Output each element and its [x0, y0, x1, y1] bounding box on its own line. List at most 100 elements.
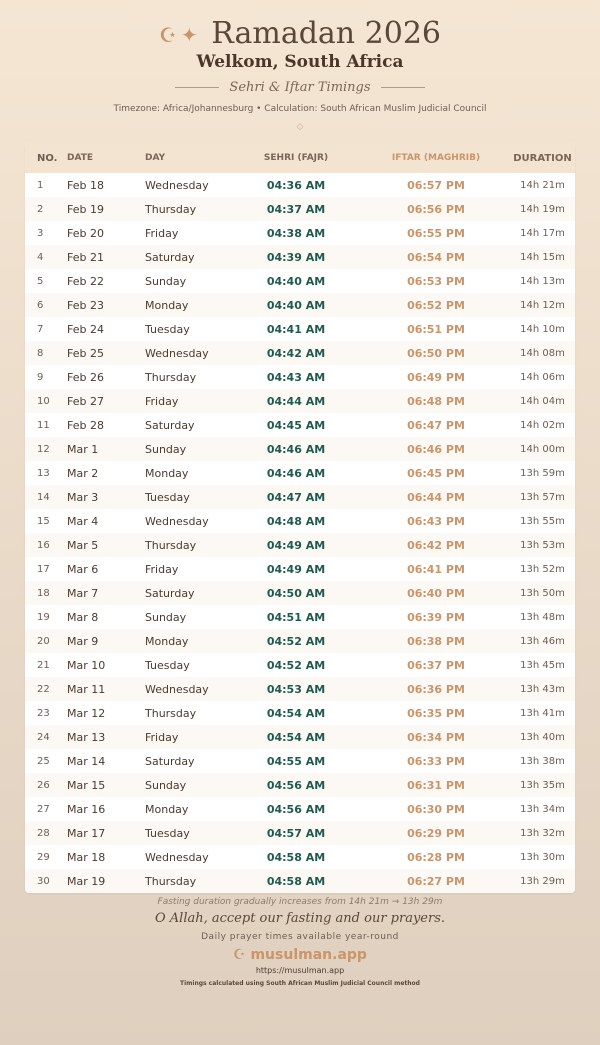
- iftar-time: 06:50 PM: [407, 346, 465, 360]
- day-number: 1: [37, 179, 44, 191]
- table-row: 16 Mar 5 Thursday 04:49 AM 06:42 PM 13h 53m: [25, 533, 575, 557]
- subtitle: Sehri & Iftar Timings: [0, 79, 600, 97]
- date: Mar 4: [67, 514, 99, 528]
- day-number: 8: [37, 347, 44, 359]
- table-row: 5 Feb 22 Sunday 04:40 AM 06:53 PM 14h 13m: [25, 269, 575, 293]
- table-row: 25 Mar 14 Saturday 04:55 AM 06:33 PM 13h 38m: [25, 749, 575, 773]
- duration: 13h 43m: [520, 683, 565, 695]
- iftar-time: 06:47 PM: [407, 418, 465, 432]
- duration: 13h 46m: [520, 635, 565, 647]
- iftar-time: 06:37 PM: [407, 658, 465, 672]
- sehri-time: 04:44 AM: [266, 394, 326, 408]
- weekday: Monday: [145, 802, 189, 816]
- divider: [380, 87, 425, 88]
- day-number: 15: [37, 515, 50, 527]
- day-number: 21: [37, 659, 50, 671]
- weekday: Friday: [145, 226, 179, 240]
- iftar-time: 06:33 PM: [407, 754, 465, 768]
- sehri-time: 04:50 AM: [266, 586, 326, 600]
- day-number: 5: [37, 275, 44, 287]
- iftar-time: 06:35 PM: [407, 706, 465, 720]
- iftar-time: 06:39 PM: [407, 610, 465, 624]
- sehri-time: 04:57 AM: [266, 826, 326, 840]
- weekday: Sunday: [145, 274, 187, 288]
- weekday: Tuesday: [145, 490, 190, 504]
- weekday: Wednesday: [145, 178, 209, 192]
- sehri-time: 04:46 AM: [266, 466, 326, 480]
- day-number: 14: [37, 491, 50, 503]
- sehri-time: 04:45 AM: [266, 418, 326, 432]
- duration: 13h 32m: [520, 827, 565, 839]
- table-row: 21 Mar 10 Tuesday 04:52 AM 06:37 PM 13h 45m: [25, 653, 575, 677]
- weekday: Wednesday: [145, 850, 209, 864]
- table-row: 18 Mar 7 Saturday 04:50 AM 06:40 PM 13h 50m: [25, 581, 575, 605]
- sehri-time: 04:40 AM: [266, 298, 326, 312]
- table-header: NO. DATE DAY SEHRI (FAJR) IFTAR (MAGHRIB…: [25, 143, 575, 173]
- table-row: 12 Mar 1 Sunday 04:46 AM 06:46 PM 14h 00m: [25, 437, 575, 461]
- date: Mar 6: [67, 562, 99, 576]
- duration: 14h 21m: [520, 179, 565, 191]
- sehri-time: 04:54 AM: [266, 730, 326, 744]
- iftar-time: 06:45 PM: [407, 466, 465, 480]
- date: Mar 1: [67, 442, 99, 456]
- weekday: Tuesday: [145, 322, 190, 336]
- day-number: 22: [37, 683, 50, 695]
- weekday: Thursday: [145, 874, 197, 888]
- duration: 14h 17m: [520, 227, 565, 239]
- iftar-time: 06:49 PM: [407, 370, 465, 384]
- duration: 13h 52m: [520, 563, 565, 575]
- column-header: SEHRI (FAJR): [263, 153, 329, 163]
- sehri-time: 04:56 AM: [266, 778, 326, 792]
- weekday: Sunday: [145, 778, 187, 792]
- duration: 13h 38m: [520, 755, 565, 767]
- day-number: 10: [37, 395, 50, 407]
- weekday: Friday: [145, 394, 179, 408]
- date: Feb 25: [67, 346, 104, 360]
- table-row: 27 Mar 16 Monday 04:56 AM 06:30 PM 13h 34m: [25, 797, 575, 821]
- iftar-time: 06:38 PM: [407, 634, 465, 648]
- weekday: Friday: [145, 730, 179, 744]
- table-row: 30 Mar 19 Thursday 04:58 AM 06:27 PM 13h 29m: [25, 869, 575, 893]
- sehri-time: 04:41 AM: [266, 322, 326, 336]
- weekday: Thursday: [145, 706, 197, 720]
- date: Mar 14: [67, 754, 106, 768]
- duration: 14h 04m: [520, 395, 565, 407]
- weekday: Friday: [145, 562, 179, 576]
- day-number: 26: [37, 779, 50, 791]
- column-header: DAY: [145, 153, 166, 163]
- sehri-time: 04:48 AM: [266, 514, 326, 528]
- table-row: 20 Mar 9 Monday 04:52 AM 06:38 PM 13h 46m: [25, 629, 575, 653]
- column-header: IFTAR (MAGHRIB): [391, 153, 481, 163]
- weekday: Tuesday: [145, 826, 190, 840]
- day-number: 16: [37, 539, 50, 551]
- sehri-time: 04:43 AM: [266, 370, 326, 384]
- iftar-time: 06:42 PM: [407, 538, 465, 552]
- day-number: 20: [37, 635, 50, 647]
- column-header: DURATION: [513, 152, 572, 164]
- weekday: Thursday: [145, 538, 197, 552]
- weekday: Wednesday: [145, 682, 209, 696]
- iftar-time: 06:44 PM: [407, 490, 465, 504]
- date: Mar 7: [67, 586, 99, 600]
- iftar-time: 06:57 PM: [407, 178, 465, 192]
- iftar-time: 06:48 PM: [407, 394, 465, 408]
- weekday: Thursday: [145, 370, 197, 384]
- weekday: Sunday: [145, 610, 187, 624]
- date: Mar 17: [67, 826, 106, 840]
- iftar-time: 06:56 PM: [407, 202, 465, 216]
- iftar-time: 06:54 PM: [407, 250, 465, 264]
- table-row: 2 Feb 19 Thursday 04:37 AM 06:56 PM 14h 19m: [25, 197, 575, 221]
- iftar-time: 06:28 PM: [407, 850, 465, 864]
- column-header: NO.: [37, 152, 58, 164]
- brand-logo[interactable]: ☪ musulman.app: [233, 947, 367, 963]
- weekday: Monday: [145, 298, 189, 312]
- sehri-time: 04:49 AM: [266, 562, 326, 576]
- sehri-time: 04:40 AM: [266, 274, 326, 288]
- duration: 13h 57m: [520, 491, 565, 503]
- website-link[interactable]: https://musulman.app: [255, 966, 345, 975]
- date: Mar 3: [67, 490, 99, 504]
- sehri-time: 04:55 AM: [266, 754, 326, 768]
- date: Mar 11: [67, 682, 106, 696]
- date: Mar 2: [67, 466, 99, 480]
- date: Feb 27: [67, 394, 104, 408]
